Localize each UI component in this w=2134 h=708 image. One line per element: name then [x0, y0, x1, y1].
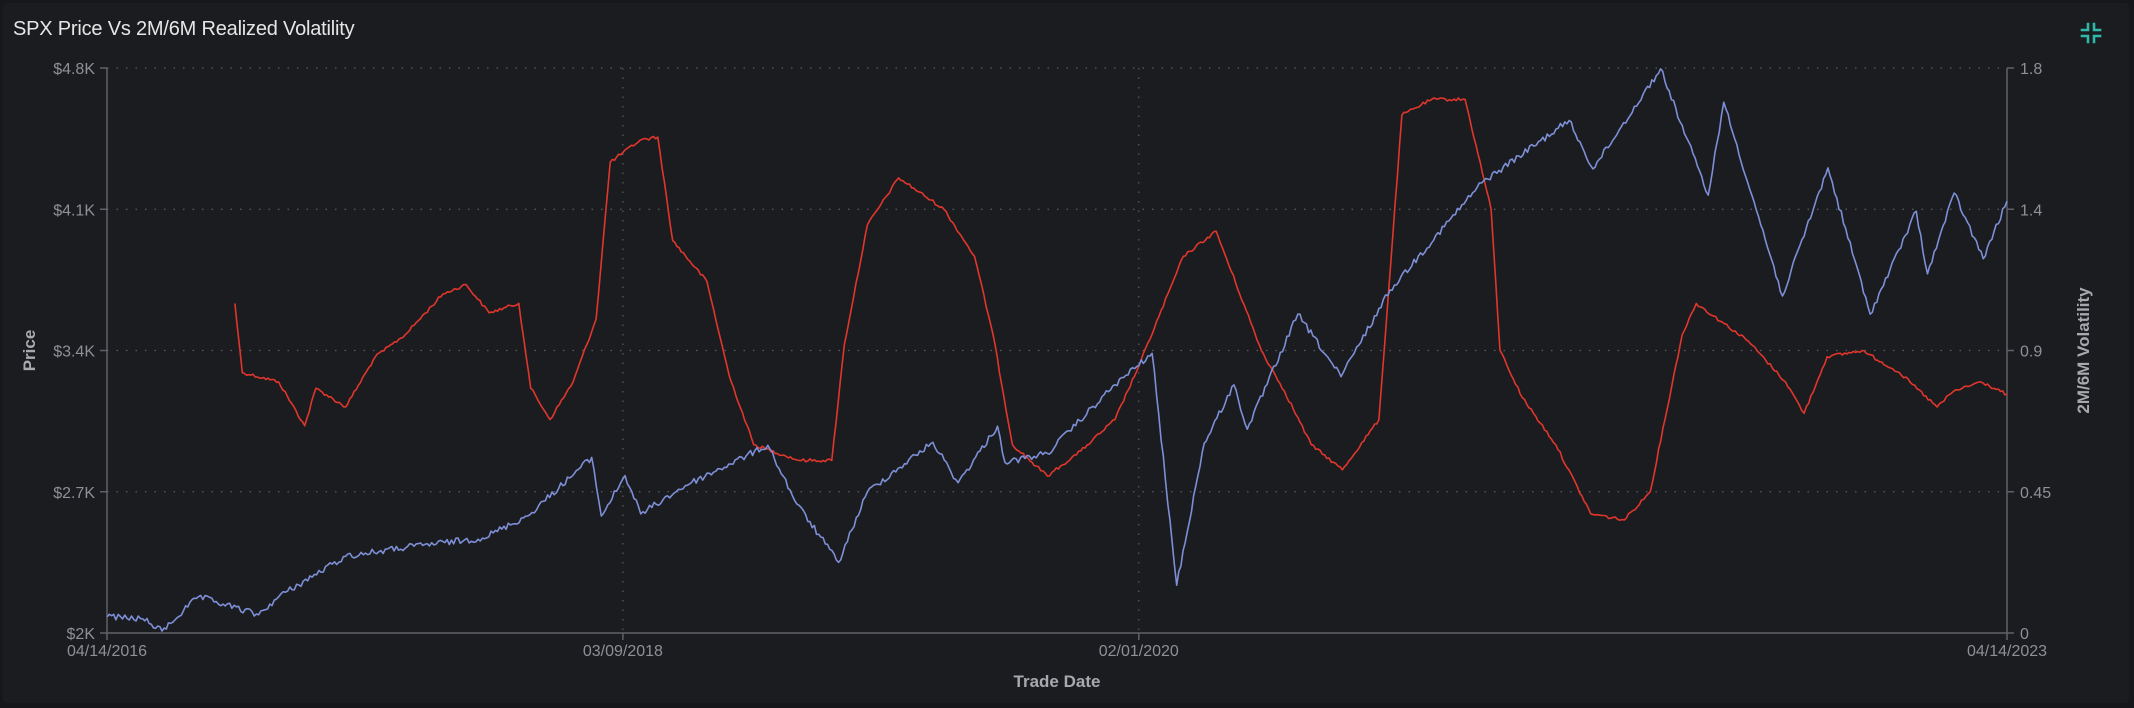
volatility-series-line	[234, 97, 2008, 521]
x-tick-label: 04/14/2016	[67, 643, 147, 660]
y-left-tick-label: $2.7K	[53, 485, 95, 502]
y-right-tick-label: 1.4	[2020, 202, 2042, 219]
y-right-tick-label: 1.8	[2020, 61, 2042, 78]
y-left-tick-label: $3.4K	[53, 344, 95, 361]
series-layer	[106, 68, 2008, 632]
collapse-icon	[2080, 22, 2102, 44]
y-left-axis-label: Price	[20, 330, 39, 372]
x-tick-label: 04/14/2023	[1967, 643, 2047, 660]
chart-panel	[3, 3, 2129, 703]
x-axis-label: Trade Date	[1014, 672, 1101, 691]
tick-labels: $2K $2.7K $3.4K $4.1K $4.8K 0 0.45 0.9 1.4 1.8 04/…	[53, 61, 2051, 660]
y-right-axis-label: 2M/6M Volatility	[2074, 287, 2093, 414]
x-tick-label: 02/01/2020	[1099, 643, 1179, 660]
axes	[100, 67, 2014, 640]
y-left-tick-label: $4.1K	[53, 202, 95, 219]
y-left-tick-label: $2K	[67, 626, 96, 643]
y-right-tick-label: 0	[2020, 626, 2029, 643]
price-series-line	[106, 68, 2008, 632]
grid	[107, 67, 2007, 633]
y-left-tick-label: $4.8K	[53, 61, 95, 78]
x-tick-label: 03/09/2018	[583, 643, 663, 660]
y-right-tick-label: 0.9	[2020, 344, 2042, 361]
chart-title: SPX Price Vs 2M/6M Realized Volatility	[13, 18, 355, 40]
y-right-tick-label: 0.45	[2020, 485, 2051, 502]
collapse-button[interactable]	[2079, 21, 2103, 45]
